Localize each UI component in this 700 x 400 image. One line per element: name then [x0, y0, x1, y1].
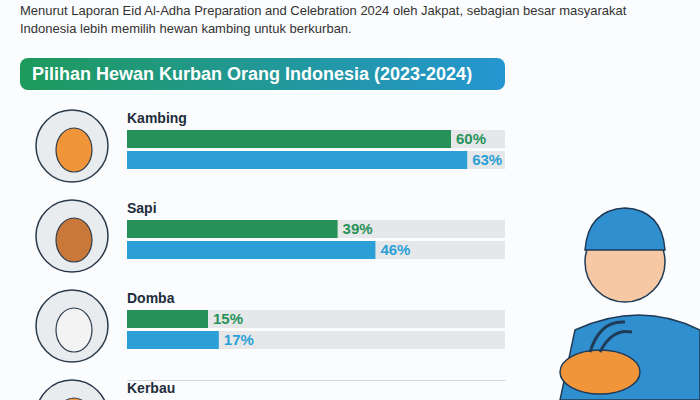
data-label: 46%: [380, 241, 410, 258]
bar-track: [127, 220, 505, 238]
icon-animal: [56, 218, 92, 262]
category-label: Kerbau: [127, 380, 175, 396]
icon-circle: [36, 380, 108, 400]
data-label: 63%: [472, 151, 502, 168]
title-bar: [20, 58, 505, 90]
icon-animal: [56, 128, 92, 172]
category-label: Sapi: [127, 200, 157, 216]
goat-horns: [590, 322, 632, 352]
bar-track: [127, 151, 505, 169]
icon-animal: [56, 308, 92, 352]
bar: [127, 241, 375, 259]
icon-circle: [36, 110, 108, 182]
bar: [127, 151, 467, 169]
x-axis: [128, 380, 506, 381]
bar-track: [127, 241, 505, 259]
background: [0, 0, 700, 400]
bar-track: [127, 331, 505, 349]
chart: Menurut Laporan Eid Al-Adha Preparation …: [0, 0, 700, 400]
bar: [127, 220, 338, 238]
axis-line: [128, 380, 506, 381]
bar-track: [127, 310, 505, 328]
boy-body: [560, 315, 700, 400]
data-label: 15%: [213, 310, 243, 327]
subtitle: Menurut Laporan Eid Al-Adha Preparation …: [20, 3, 627, 36]
bars: [127, 130, 467, 349]
bar: [127, 130, 451, 148]
goat: [560, 350, 640, 394]
icons: [36, 110, 108, 400]
category-label: Kambing: [127, 110, 187, 126]
category-label: Domba: [127, 290, 175, 306]
bar-track: [127, 130, 505, 148]
title: Pilihan Hewan Kurban Orang Indonesia (20…: [32, 64, 472, 84]
data-label: 60%: [456, 130, 486, 147]
tracks: [127, 130, 505, 400]
icon-circle: [36, 200, 108, 272]
data-label: 39%: [343, 220, 373, 237]
bar: [127, 331, 219, 349]
icon-animal: [56, 398, 92, 400]
boy-cap: [585, 208, 665, 250]
bar: [127, 310, 208, 328]
data-label: 17%: [224, 331, 254, 348]
icon-circle: [36, 290, 108, 362]
labels: Kambing Sapi Domba Kerbau 60% 39% 15% 63% 46% 17%: [127, 110, 502, 396]
illustration: [560, 208, 700, 400]
